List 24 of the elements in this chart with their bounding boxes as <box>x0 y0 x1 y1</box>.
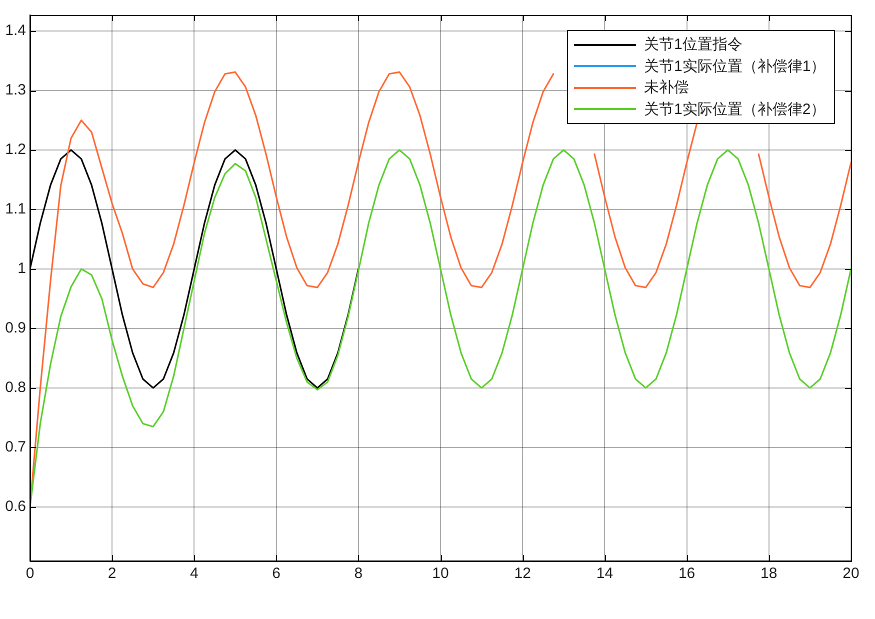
y-tick-label: 1.3 <box>5 82 26 99</box>
x-tick-label: 6 <box>272 565 280 582</box>
y-tick-label: 0.7 <box>5 438 26 456</box>
x-tick-label: 12 <box>514 565 531 582</box>
y-tick-label: 1.2 <box>5 141 26 158</box>
x-tick-label: 20 <box>842 565 860 582</box>
x-tick-label: 10 <box>432 565 449 582</box>
x-tick-label: 18 <box>760 565 778 582</box>
legend-label: 关节1位置指令 <box>644 35 742 55</box>
y-tick-label: 1.4 <box>5 22 26 40</box>
x-tick-label: 14 <box>596 565 614 582</box>
x-tick-label: 16 <box>678 565 696 582</box>
x-tick-label: 4 <box>190 565 198 582</box>
y-tick-label: 1.1 <box>5 200 26 218</box>
x-tick-label: 0 <box>26 565 34 582</box>
y-tick-label: 0.8 <box>5 379 26 396</box>
y-tick-label: 0.6 <box>5 498 26 516</box>
y-tick-label: 0.9 <box>5 320 26 337</box>
y-tick-label: 1 <box>18 260 26 278</box>
legend-label: 关节1实际位置（补偿律1） <box>644 56 826 76</box>
x-tick-label: 2 <box>108 565 116 582</box>
legend-label: 未补偿 <box>644 78 689 98</box>
x-tick-label: 8 <box>354 565 363 582</box>
legend-label: 关节1实际位置（补偿律2） <box>644 100 826 120</box>
